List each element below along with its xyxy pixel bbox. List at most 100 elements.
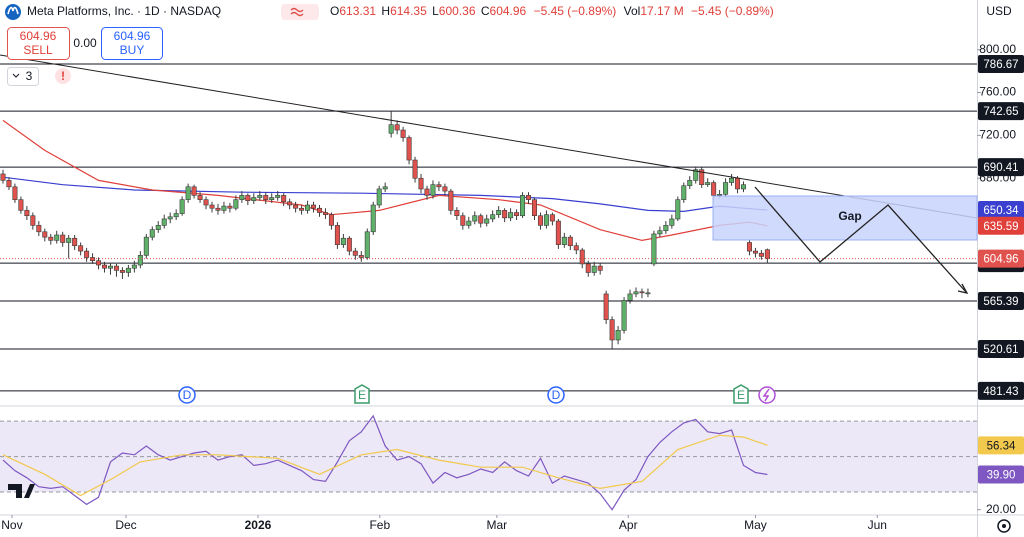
candle-body [597, 265, 603, 271]
event-earnings[interactable] [354, 384, 370, 404]
price-tag [978, 216, 1024, 235]
price-tag-label: 786.67 [983, 59, 1018, 71]
candle-body [90, 257, 96, 262]
event-earnings[interactable] [733, 384, 749, 404]
candle-body [12, 186, 18, 200]
x-tick-label: Apr [619, 518, 638, 532]
vol-change: −5.45 (−0.89%) [691, 4, 774, 18]
candle-body [746, 242, 752, 252]
logo-glyph [7, 6, 19, 15]
tv-logo[interactable] [8, 484, 35, 498]
ohlc-value: 613.31 [339, 4, 376, 18]
x-tick-label: May [744, 518, 767, 532]
symbol-logo [5, 4, 21, 20]
candle-body [424, 188, 430, 196]
arrow-head [957, 283, 969, 294]
candle-body [215, 207, 221, 211]
candle-body [24, 210, 30, 217]
candle-body [155, 225, 161, 230]
candle-body [334, 225, 340, 245]
candle-body [758, 252, 764, 257]
candle-body [48, 236, 54, 241]
candle-body [585, 263, 591, 273]
buy-button[interactable] [101, 27, 163, 60]
candle-body [30, 215, 36, 226]
candle-body [669, 218, 675, 226]
candle-body [227, 205, 233, 209]
candle-body [615, 330, 621, 341]
candle-body [352, 250, 358, 256]
ohlc-label: L [432, 4, 439, 18]
candle-body [460, 215, 466, 226]
settings-center [1002, 524, 1006, 528]
candle-body [627, 293, 633, 301]
event-dividend[interactable] [178, 386, 196, 404]
candle-body [364, 231, 370, 258]
candle-body [96, 260, 102, 266]
candle-body [221, 205, 227, 211]
rsi-line [2, 414, 768, 511]
rsi-tick-label: 20.00 [986, 502, 1016, 516]
sell-label: SELL [23, 43, 53, 57]
event-label: E [737, 388, 745, 402]
chevron [12, 73, 20, 78]
candle-body [412, 159, 418, 179]
price-tag [978, 158, 1024, 177]
candle-body [137, 255, 143, 266]
price-tag [978, 339, 1024, 358]
candle-body [113, 265, 119, 271]
x-tick-label: 2026 [245, 518, 272, 532]
candle-body [18, 199, 24, 211]
trend-line [0, 54, 978, 219]
candle-body [579, 249, 585, 265]
candle-body [567, 236, 573, 247]
candle-body [107, 265, 113, 269]
candle-body [173, 213, 179, 218]
x-tick-label: Jun [868, 518, 887, 532]
currency[interactable]: USD [986, 4, 1012, 18]
indicators-toggle[interactable] [7, 67, 39, 86]
candle-body [0, 173, 6, 181]
candle-body [203, 199, 209, 206]
candle-body [197, 195, 203, 200]
ohlc-value: 604.96 [490, 4, 527, 18]
candle-body [233, 199, 239, 209]
candle-body [60, 234, 66, 243]
alert-icon[interactable] [55, 68, 71, 84]
event-label: D [183, 388, 192, 402]
event-dividend[interactable] [547, 386, 565, 404]
candle-body [287, 201, 293, 206]
event-label: D [552, 388, 561, 402]
candle-body [311, 204, 317, 209]
candle-body [526, 195, 532, 200]
candle-body [161, 218, 167, 226]
ohlc-label: O [330, 4, 339, 18]
indicators-count: 3 [26, 69, 33, 83]
candle-body [102, 264, 108, 269]
event-news[interactable] [758, 386, 776, 404]
rsi-band [0, 421, 977, 492]
ohlc-label: H [381, 4, 390, 18]
candle-body [502, 210, 508, 219]
settings-icon[interactable] [997, 519, 1011, 533]
candle-body [675, 199, 681, 220]
candle-body [382, 186, 388, 190]
candle-body [340, 237, 346, 245]
candle-body [454, 210, 460, 217]
candle-body [400, 129, 406, 138]
candle-body [257, 195, 263, 198]
candle-body [740, 184, 746, 190]
candle-body [376, 188, 382, 206]
sell-button[interactable] [7, 27, 70, 60]
candle-body [418, 177, 424, 190]
candle-body [633, 291, 639, 295]
candle-body [549, 214, 555, 222]
price-tag-label: 635.59 [983, 221, 1018, 233]
candle-body [275, 195, 281, 198]
candle-body [663, 225, 669, 232]
candle-body [167, 216, 173, 220]
candle-body [573, 245, 579, 251]
candle-body [711, 182, 717, 196]
buy-price: 604.96 [114, 29, 151, 43]
